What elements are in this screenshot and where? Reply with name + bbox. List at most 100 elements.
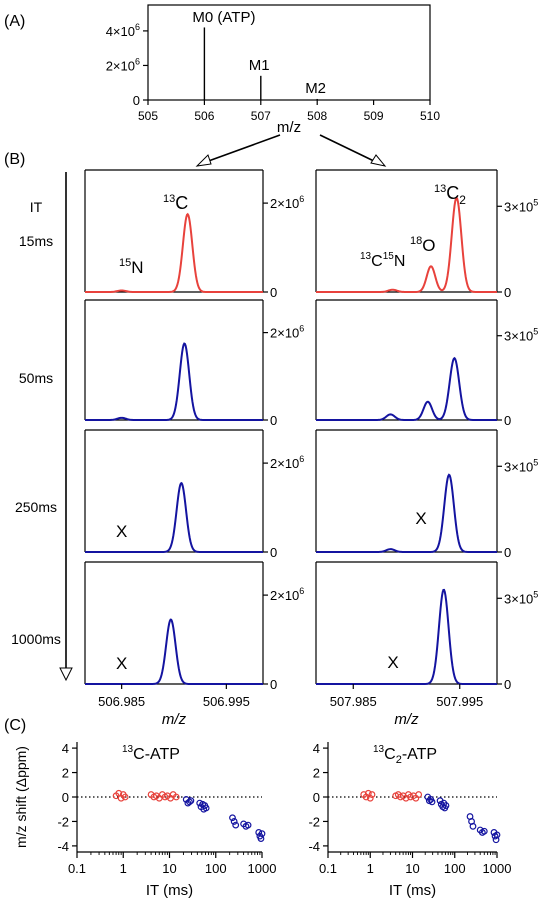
isotope-superscript: 13 [373, 744, 385, 755]
spectrum-curve [85, 212, 263, 293]
expand-arrow-left [202, 134, 281, 164]
panel-label-a: (A) [4, 13, 25, 30]
expand-arrowhead-right [370, 154, 387, 167]
y-tick-label: -2 [308, 814, 320, 829]
peak-label-13c: 13C [163, 193, 188, 213]
x-axis-label: m/z [162, 711, 187, 728]
y-tick-label: 2 [62, 766, 69, 781]
data-point [255, 829, 263, 836]
y-tick-label: 0 [62, 790, 69, 805]
isotope-superscript: 15 [383, 251, 395, 262]
spectrum-panel: 0 2×106 [84, 299, 304, 428]
y-tick-zero: 0 [504, 285, 511, 300]
scatter-panel: 4 2 0 -2 -4 0.1 1 10 100 1000 13C-ATP IT (ms) m/z sh… [13, 741, 276, 899]
expand-arrow-right [319, 134, 379, 164]
isotope-superscript: 18 [410, 235, 422, 247]
y-tick-mantissa: 3×10 [504, 591, 533, 606]
data-point [172, 793, 180, 801]
x-tick-label: 506.995 [203, 694, 250, 709]
subscript: 2 [459, 193, 466, 207]
y-tick-exponent: 6 [135, 56, 140, 66]
panel-a-frame [147, 4, 431, 101]
it-label: 15ms [19, 233, 53, 249]
y-tick-exponent: 6 [299, 586, 304, 596]
y-tick-label: 4 [62, 741, 69, 756]
y-tick-label: 3×105 [504, 457, 538, 474]
scatter-title: 13C2-ATP [373, 744, 437, 766]
peak-label-18o: 18O [410, 235, 435, 255]
isotope-superscript: 13 [434, 183, 446, 195]
spectrum-panel: 0 2×106 X [84, 429, 304, 560]
spectrum-panel: 0 3×105 507.985 507.995 m/z X [315, 561, 538, 728]
missing-13c15n-mark: X [415, 509, 426, 528]
y-tick-exponent: 5 [533, 589, 538, 599]
y-tick-mantissa: 2×10 [270, 588, 299, 603]
x-axis-label: IT (ms) [146, 882, 193, 899]
x-tick-label: 506.985 [98, 694, 145, 709]
y-tick-label: 3×105 [504, 327, 538, 344]
stick-label: M2 [305, 80, 326, 97]
y-tick-mantissa: 2×10 [270, 196, 299, 211]
x-axis-label: m/z [394, 711, 419, 728]
spectrum-panel: 0 2×106 13C 15N [84, 169, 304, 300]
y-tick-label: 2×106 [270, 194, 304, 211]
data-point [480, 827, 488, 835]
panel-label-c: (C) [4, 717, 26, 734]
data-point [428, 798, 436, 806]
y-tick-exponent: 6 [299, 194, 304, 204]
x-tick-label: 507.985 [330, 694, 377, 709]
data-point [469, 822, 477, 830]
element-symbol: C [133, 746, 145, 763]
it-header: IT [30, 199, 43, 215]
missing-15n-mark: X [116, 522, 127, 541]
x-tick-label: 1000 [248, 861, 277, 876]
y-tick-mantissa: 4×10 [106, 24, 135, 39]
missing-15n-mark: X [116, 654, 127, 673]
element-symbol: N [131, 258, 143, 277]
x-tick-label: 1000 [483, 861, 512, 876]
x-tick-label: 505 [138, 109, 158, 123]
y-tick-label: 2×106 [270, 454, 304, 471]
data-point [493, 831, 501, 839]
scatter-title: 13C-ATP [122, 744, 180, 763]
y-tick-zero: 0 [270, 545, 277, 560]
y-tick-label: 0 [504, 545, 511, 560]
spectrum-panel: 0 3×105 [315, 299, 538, 428]
x-tick-label: 1 [367, 861, 374, 876]
element-symbol: C [175, 193, 188, 213]
y-tick-label: -2 [57, 814, 69, 829]
y-tick-mantissa: 3×10 [504, 329, 533, 344]
spectrum-curve [316, 356, 497, 421]
data-point [229, 814, 236, 822]
stick-label: M1 [249, 57, 270, 74]
y-tick-exponent: 6 [299, 324, 304, 334]
y-tick-label: 0 [504, 285, 511, 300]
isotope-superscript: 13 [122, 744, 134, 755]
spectrum-curve [316, 196, 497, 293]
missing-13c15n-mark: X [387, 653, 398, 672]
peak-label-13c15n: 13C15N [360, 251, 405, 270]
stick-label: M0 (ATP) [192, 9, 255, 26]
element-symbol: N [394, 253, 406, 270]
data-point [368, 791, 376, 798]
y-tick-label: 3×105 [504, 589, 538, 606]
spectrum-curve [85, 481, 263, 553]
y-tick-zero: 0 [504, 413, 511, 428]
it-label: 50ms [19, 370, 53, 386]
x-tick-label: 507.995 [436, 694, 483, 709]
data-point [202, 804, 210, 812]
spectrum-curve [316, 588, 497, 685]
y-tick-label: 0 [270, 413, 277, 428]
y-tick-label: 2×106 [270, 586, 304, 603]
isotope-superscript: 13 [163, 193, 175, 205]
y-tick-mantissa: 0 [133, 93, 140, 108]
y-tick-zero: 0 [270, 413, 277, 428]
title-rest: -ATP [145, 746, 180, 763]
x-tick-label: 509 [364, 109, 384, 123]
x-tick-label: 0.1 [319, 861, 337, 876]
y-tick-label: 2×106 [270, 324, 304, 341]
spectrum-curve [316, 473, 497, 553]
